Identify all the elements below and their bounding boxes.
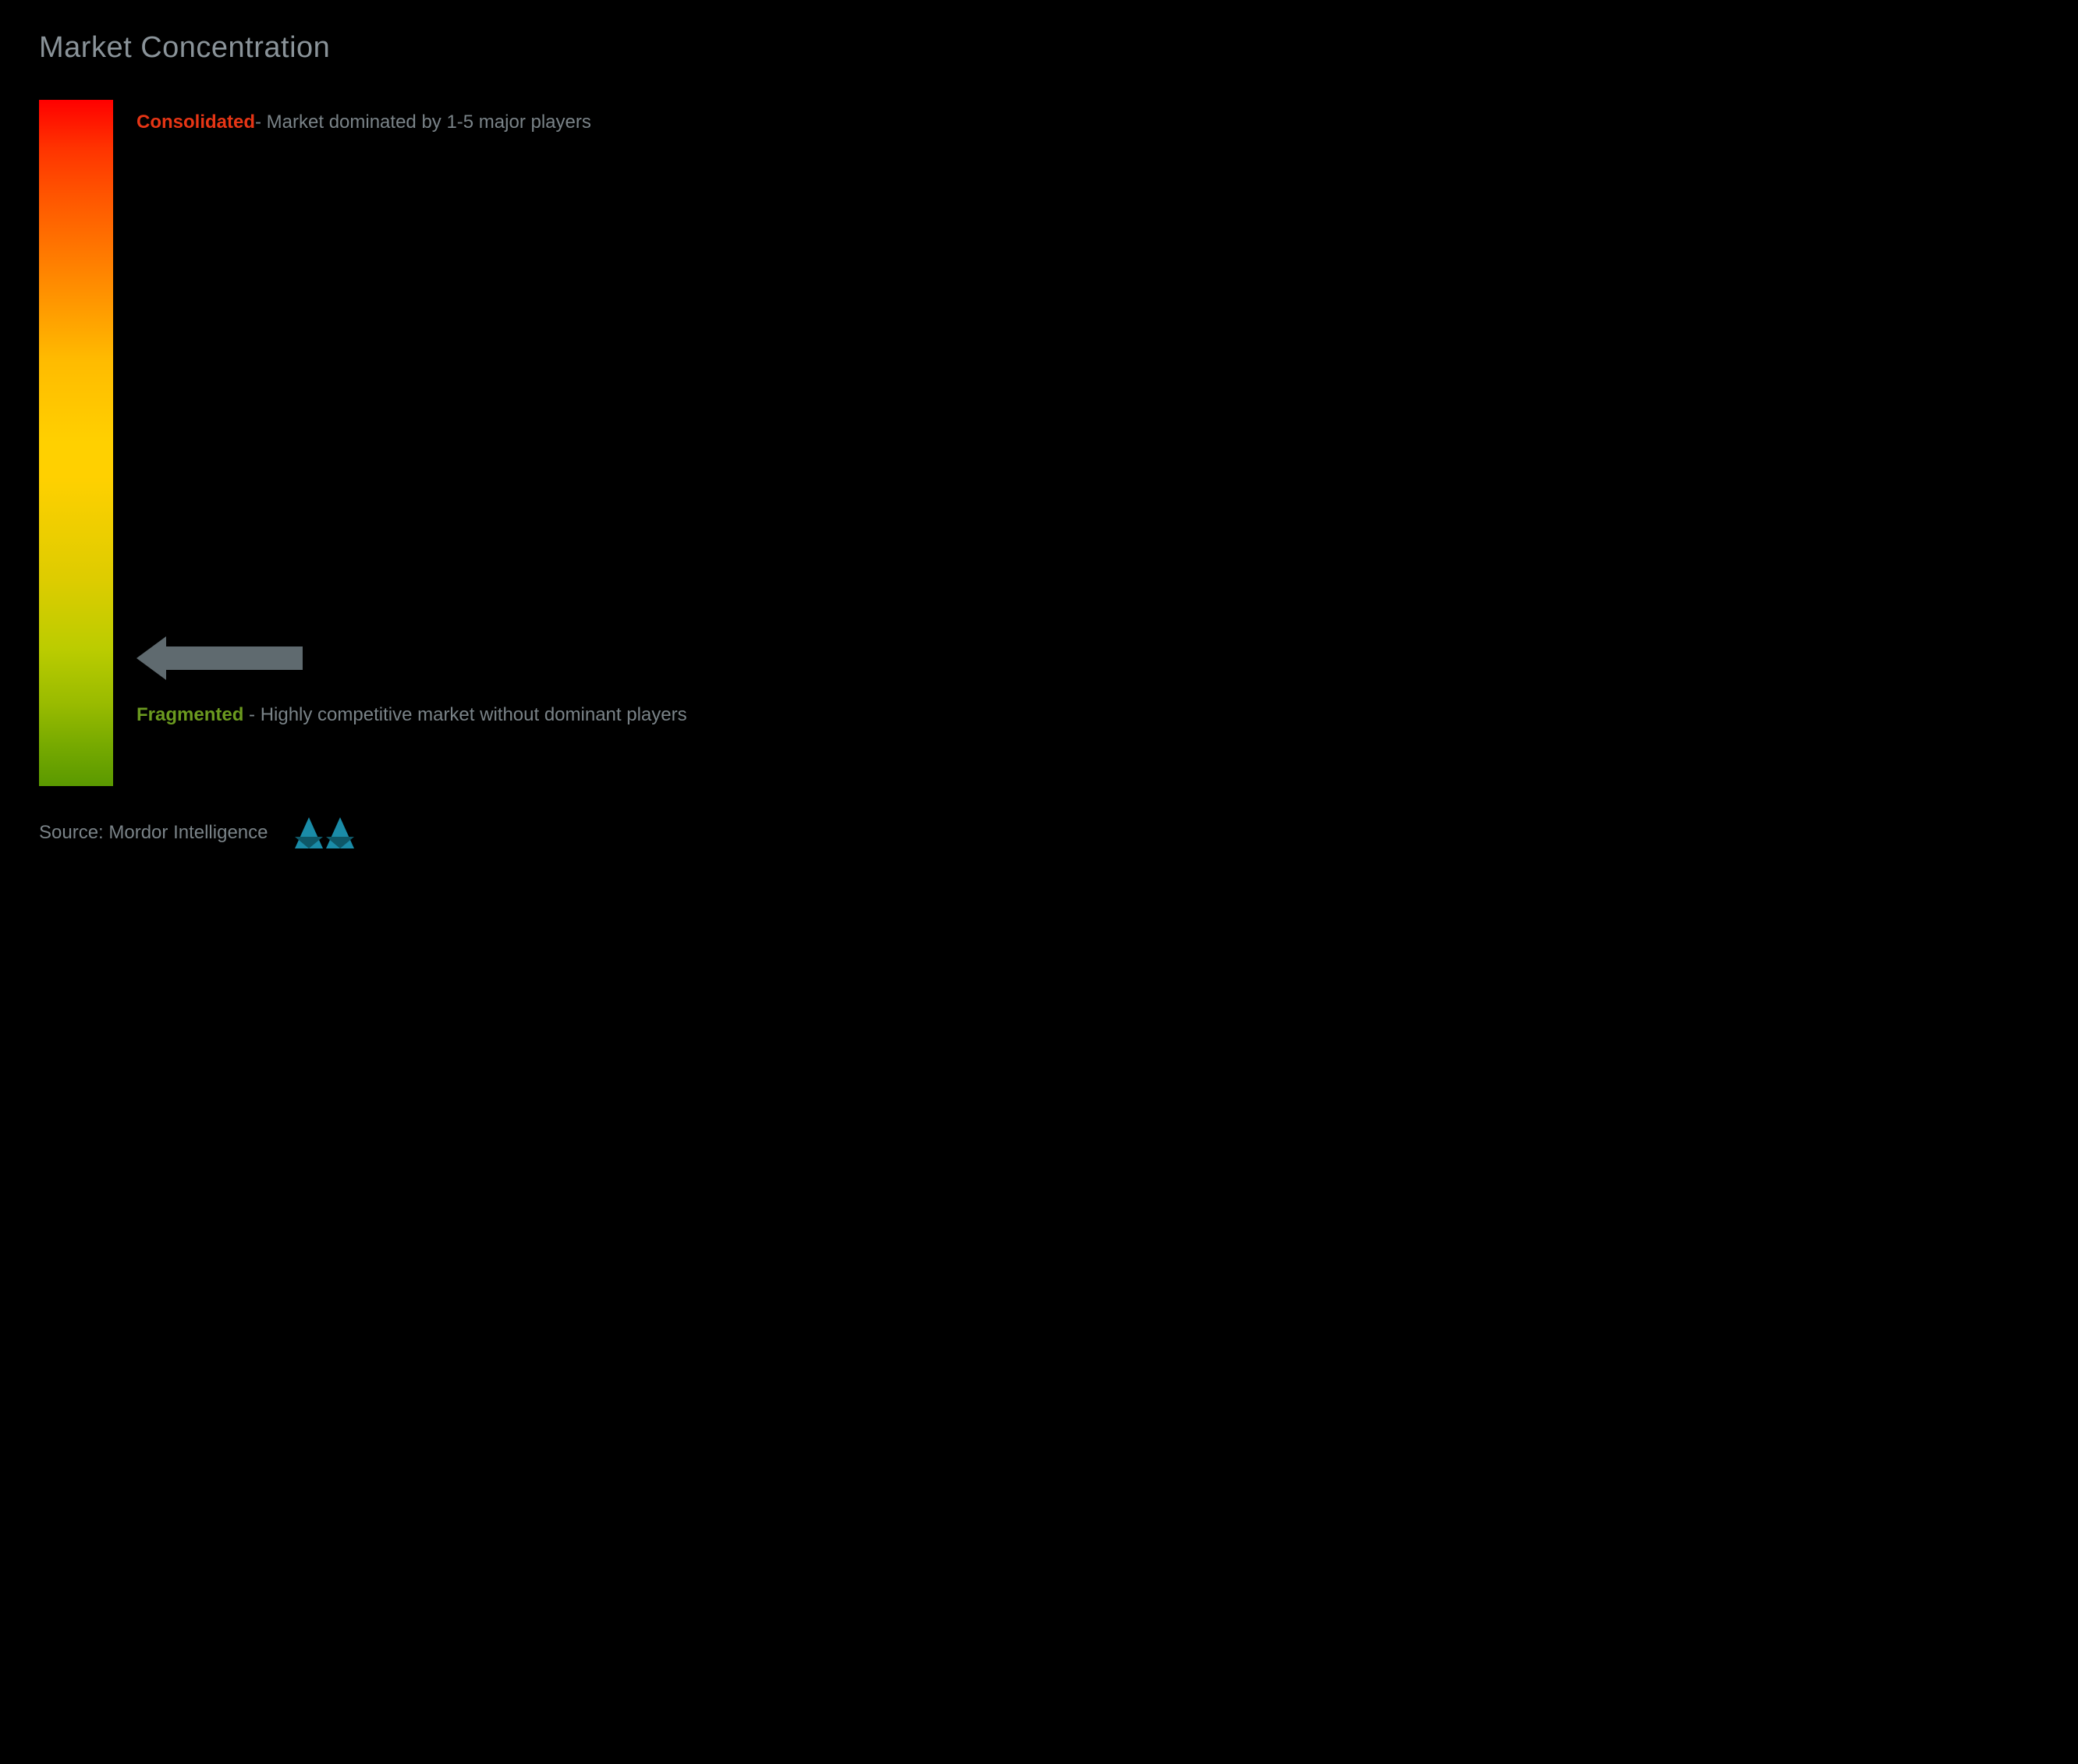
consolidated-label: Consolidated- Market dominated by 1-5 ma… [137,104,969,141]
position-arrow [137,636,303,680]
fragmented-label: Fragmented - Highly competitive market w… [137,696,969,734]
fragmented-strong: Fragmented [137,704,243,725]
concentration-gradient-bar [39,100,113,786]
labels-container: Consolidated- Market dominated by 1-5 ma… [137,100,1000,786]
arrow-head-icon [137,636,166,680]
consolidated-description: - Market dominated by 1-5 major players [255,112,591,133]
consolidated-strong: Consolidated [137,112,255,133]
page-title: Market Concentration [39,31,1000,65]
chart-area: Consolidated- Market dominated by 1-5 ma… [39,100,1000,786]
footer: Source: Mordor Intelligence [39,817,1000,848]
mordor-logo-icon [295,817,354,848]
arrow-body [166,646,303,670]
fragmented-description: - Highly competitive market without domi… [243,704,686,725]
source-attribution: Source: Mordor Intelligence [39,822,268,844]
